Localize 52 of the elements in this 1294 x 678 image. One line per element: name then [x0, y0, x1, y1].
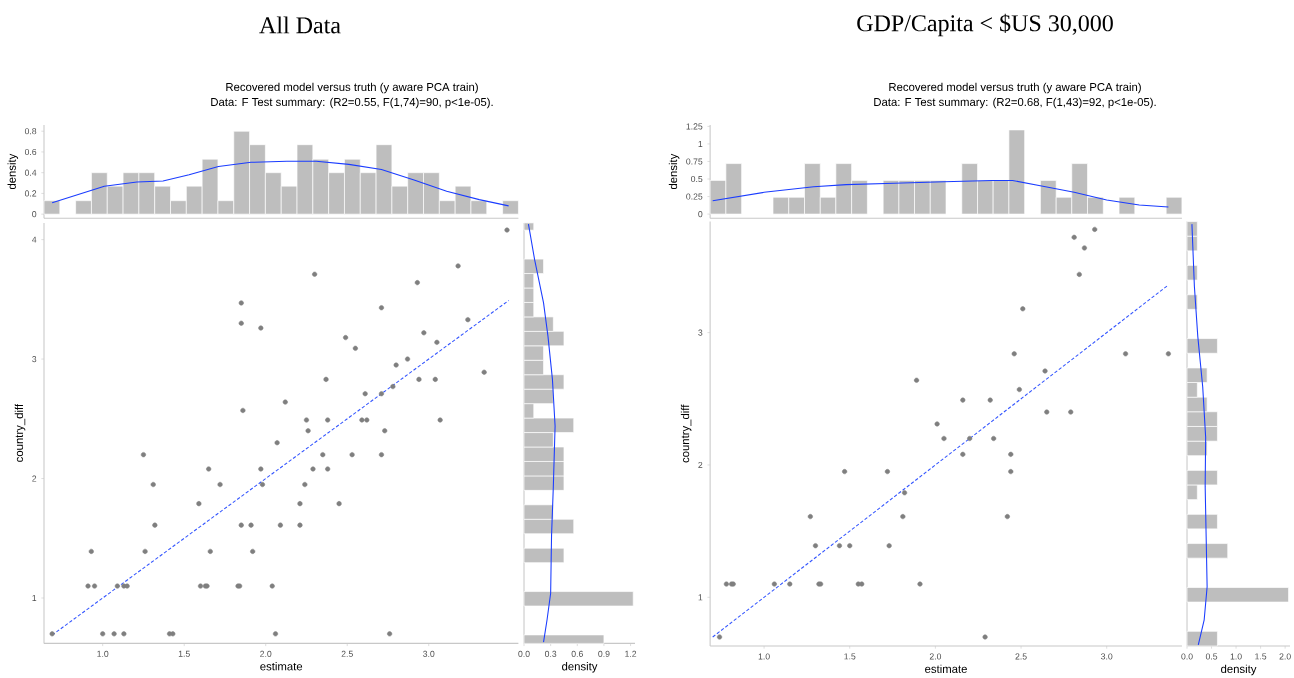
y-axis-title: country_diff: [680, 404, 692, 463]
x-tick-label: 1.5: [844, 653, 856, 660]
x-tick-label: 0.0: [1181, 653, 1193, 660]
x-tick-label: 1.0: [97, 650, 109, 657]
x-tick-label: 2.5: [1015, 653, 1027, 660]
y-tick-label: 0: [698, 211, 703, 218]
x-tick-label: 0.0: [518, 650, 530, 657]
y-tick-label: 3: [698, 329, 703, 336]
y-axis-title: density: [7, 153, 19, 190]
x-tick-label: 3.0: [1101, 653, 1113, 660]
x-axis-title: estimate: [925, 664, 967, 673]
y-tick-label: 0.6: [24, 148, 37, 156]
x-tick-label: 2.0: [929, 653, 942, 660]
chart-title: All Data: [259, 16, 341, 34]
y-tick-label: 1: [698, 140, 703, 147]
y-tick-label: 3: [32, 356, 37, 363]
y-tick-label: 4: [32, 236, 37, 243]
chart-subtitle: Recovered model versus truth (y aware PCA train): [226, 82, 478, 94]
x-axis-title: density: [562, 662, 598, 673]
x-tick-label: 3.0: [423, 650, 435, 657]
y-tick-label: 1.25: [686, 123, 703, 130]
y-tick-label: 0.2: [24, 190, 37, 197]
x-tick-label: 2.0: [1279, 653, 1291, 660]
x-tick-label: 1.2: [625, 650, 637, 657]
chart-title: GDP/Capita < $US 30,000: [857, 13, 1113, 37]
x-tick-label: 0.5: [1205, 653, 1218, 660]
y-tick-label: 0.4: [24, 169, 37, 176]
x-axis-title: estimate: [260, 662, 303, 671]
y-axis-title: country_diff: [14, 403, 26, 462]
y-tick-label: 2: [698, 461, 703, 468]
x-tick-label: 2.0: [260, 650, 272, 657]
y-tick-label: 1: [698, 594, 703, 601]
y-tick-label: 0: [32, 211, 37, 218]
y-tick-label: 0.75: [686, 158, 703, 165]
y-tick-label: 0.5: [691, 175, 703, 183]
y-tick-label: 0.8: [24, 128, 37, 135]
x-tick-label: 2.5: [341, 650, 353, 657]
x-tick-label: 1.0: [1230, 653, 1242, 660]
y-axis-title: density: [668, 153, 680, 190]
x-tick-label: 1.0: [758, 653, 770, 660]
x-axis-title: density: [1221, 664, 1257, 676]
text: Data: F Test summary: (R2=0.55, F(1,74)=90, p<1e-05).: [211, 97, 493, 109]
text: Data: F Test summary: (R2=0.68, F(1,43)=92, p<1e-05).: [874, 97, 1156, 109]
x-tick-label: 0.9: [598, 650, 610, 657]
x-tick-label: 1.5: [178, 650, 190, 657]
y-tick-label: 0.25: [686, 193, 703, 200]
y-tick-label: 2: [32, 475, 37, 482]
chart-subtitle: Recovered model versus truth (y aware PCA train): [889, 82, 1141, 94]
x-tick-label: 0.3: [544, 650, 557, 657]
x-tick-label: 1.5: [1255, 653, 1267, 660]
y-tick-label: 1: [32, 595, 37, 601]
x-tick-label: 0.6: [571, 650, 583, 657]
